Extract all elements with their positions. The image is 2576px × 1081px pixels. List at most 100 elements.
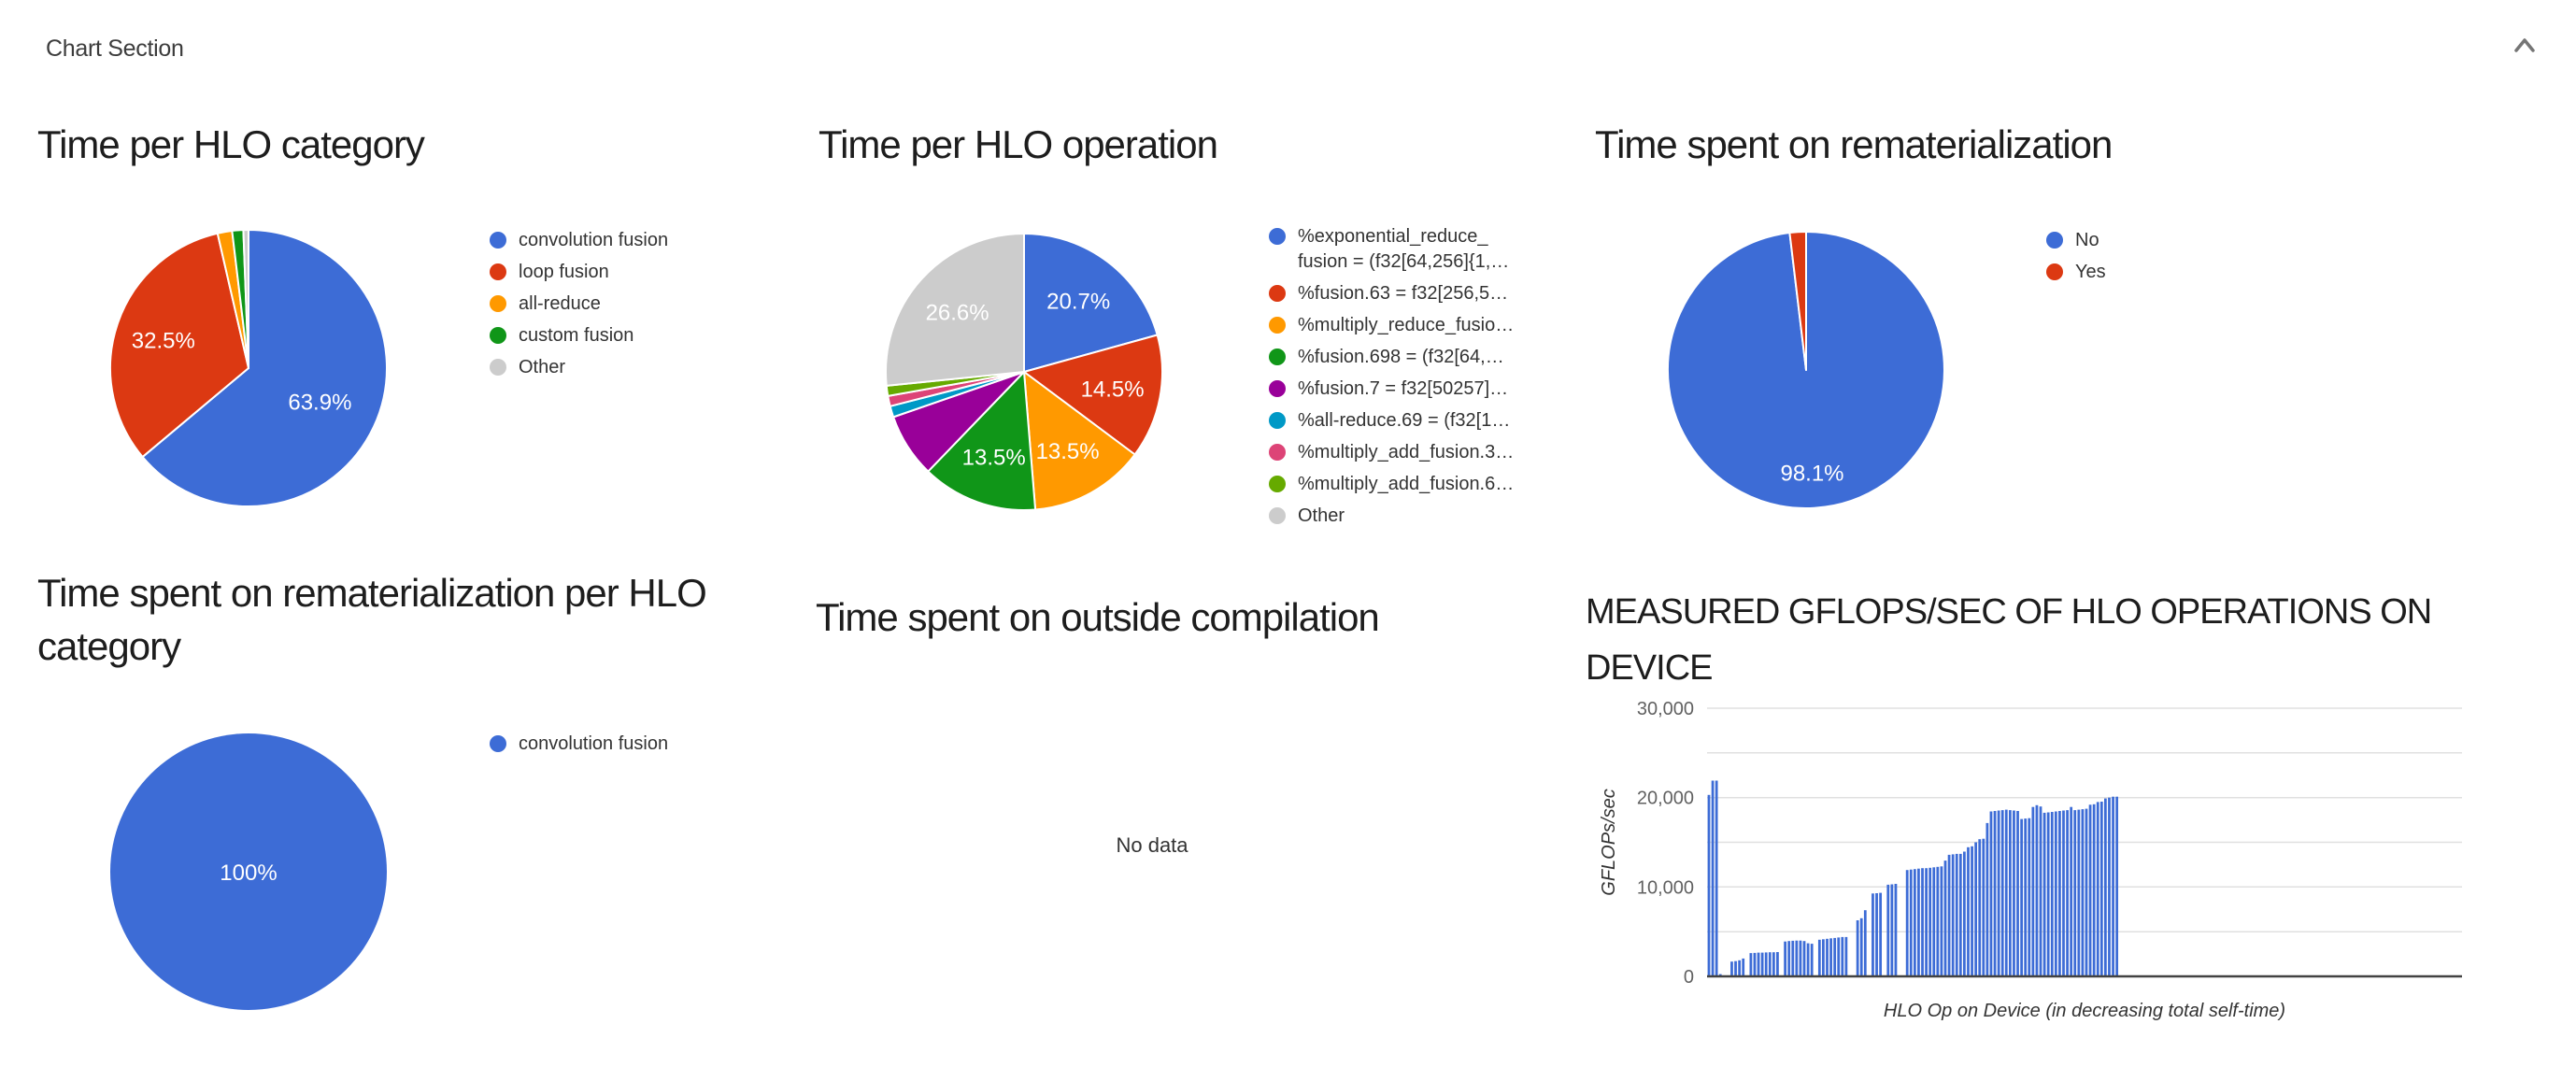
bar[interactable] [1967, 846, 1970, 976]
bar[interactable] [2046, 812, 2050, 977]
legend-item[interactable]: %all-reduce.69 = (f32[1… [1269, 408, 1577, 434]
bar[interactable] [1872, 893, 1874, 976]
bar[interactable] [2054, 811, 2057, 977]
legend-item[interactable]: Other [490, 355, 798, 380]
bar[interactable] [1784, 941, 1786, 976]
legend-item[interactable]: %multiply_add_fusion.6… [1269, 472, 1577, 497]
bar[interactable] [1795, 940, 1799, 976]
pie-slice[interactable] [109, 232, 249, 459]
bar[interactable] [2099, 802, 2103, 976]
bar[interactable] [1776, 952, 1779, 976]
bar[interactable] [2008, 810, 2012, 976]
legend-item[interactable]: %fusion.698 = (f32[64,… [1269, 345, 1577, 370]
bar[interactable] [2028, 818, 2031, 976]
bar[interactable] [2004, 809, 2008, 976]
bar[interactable] [2104, 798, 2107, 976]
bar[interactable] [2058, 811, 2061, 976]
bar[interactable] [1971, 846, 1973, 976]
legend-item[interactable]: Other [1269, 504, 1577, 529]
legend-item[interactable]: %fusion.7 = f32[50257]… [1269, 377, 1577, 402]
bar[interactable] [1894, 884, 1898, 976]
bar[interactable] [1917, 868, 1920, 976]
bar[interactable] [1879, 892, 1883, 976]
collapse-button[interactable] [2504, 24, 2545, 65]
bar[interactable] [1837, 937, 1841, 976]
bar[interactable] [1715, 780, 1718, 977]
bar[interactable] [1810, 944, 1814, 976]
bar[interactable] [2066, 810, 2069, 976]
bar[interactable] [1913, 869, 1916, 976]
bar[interactable] [1833, 937, 1837, 976]
bar[interactable] [1963, 851, 1966, 977]
bar[interactable] [1829, 938, 1832, 976]
bar[interactable] [1940, 866, 1943, 976]
legend-item[interactable]: No [2046, 228, 2355, 253]
bar[interactable] [1787, 941, 1791, 976]
bar[interactable] [2096, 802, 2099, 976]
bar[interactable] [1921, 868, 1924, 976]
bar[interactable] [1997, 810, 2000, 977]
bar[interactable] [2000, 810, 2004, 976]
bar[interactable] [1890, 884, 1894, 977]
bar[interactable] [1826, 938, 1829, 976]
bar[interactable] [1757, 952, 1760, 976]
bar[interactable] [2039, 806, 2042, 976]
bar[interactable] [2020, 818, 2023, 976]
legend-item[interactable]: %multiply_reduce_fusio… [1269, 313, 1577, 338]
bar[interactable] [1749, 953, 1753, 976]
legend-item[interactable]: all-reduce [490, 292, 798, 317]
bar[interactable] [1932, 867, 1936, 976]
bar[interactable] [1764, 952, 1768, 976]
bar[interactable] [1772, 952, 1775, 976]
bar[interactable] [2024, 818, 2028, 976]
bar[interactable] [1802, 941, 1806, 976]
bar[interactable] [1958, 853, 1962, 976]
legend-item[interactable]: custom fusion [490, 323, 798, 348]
legend-item[interactable]: convolution fusion [490, 732, 798, 757]
bar[interactable] [1730, 961, 1733, 976]
bar[interactable] [2042, 812, 2046, 976]
bar[interactable] [1909, 869, 1913, 976]
bar[interactable] [2050, 812, 2054, 976]
bar[interactable] [1947, 854, 1951, 976]
bar[interactable] [1711, 780, 1715, 977]
bar[interactable] [1951, 854, 1955, 976]
bar[interactable] [1734, 960, 1737, 976]
bar[interactable] [1863, 910, 1867, 976]
pie-slice[interactable] [242, 229, 249, 369]
bar[interactable] [1822, 939, 1825, 976]
bar[interactable] [1985, 822, 1989, 976]
pie-slice[interactable] [927, 371, 1037, 511]
bar[interactable] [2013, 810, 2015, 977]
legend-item[interactable]: %exponential_reduce_ fusion = (f32[64,256… [1269, 224, 1577, 275]
bar[interactable] [2031, 806, 2035, 976]
bar[interactable] [1978, 839, 1982, 976]
bar[interactable] [1928, 867, 1932, 976]
bar[interactable] [1738, 960, 1742, 976]
bar[interactable] [1791, 940, 1795, 976]
legend-item[interactable]: %fusion.63 = f32[256,5… [1269, 281, 1577, 306]
pie-slice[interactable] [141, 229, 389, 507]
bar[interactable] [1875, 893, 1878, 976]
bar[interactable] [1856, 920, 1859, 976]
bar[interactable] [2016, 811, 2019, 976]
bar[interactable] [2088, 804, 2092, 976]
bar[interactable] [2070, 806, 2073, 976]
bar[interactable] [1905, 870, 1909, 976]
bar[interactable] [2062, 810, 2065, 977]
bar[interactable] [2035, 804, 2039, 976]
pie-slice[interactable] [1023, 371, 1136, 511]
bar[interactable] [1982, 838, 1985, 976]
bar[interactable] [2092, 804, 2096, 976]
bar[interactable] [1943, 861, 1947, 976]
pie-slice[interactable] [110, 733, 387, 1010]
bar[interactable] [2108, 797, 2111, 976]
bar[interactable] [1742, 958, 1745, 976]
bar[interactable] [2081, 809, 2085, 976]
bar[interactable] [1955, 853, 1958, 976]
bar[interactable] [1974, 842, 1978, 977]
pie-slice[interactable] [1788, 230, 1807, 371]
bar[interactable] [1936, 866, 1940, 976]
bar[interactable] [1799, 940, 1802, 976]
pie-slice[interactable] [1023, 334, 1163, 456]
